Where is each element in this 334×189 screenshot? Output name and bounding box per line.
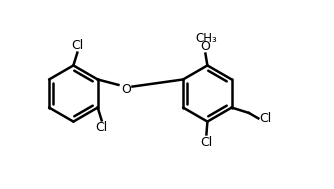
Text: Cl: Cl	[259, 112, 271, 125]
Text: CH₃: CH₃	[195, 32, 217, 45]
Text: O: O	[200, 40, 210, 53]
Text: Cl: Cl	[96, 121, 108, 134]
Text: O: O	[121, 83, 131, 95]
Text: Cl: Cl	[200, 136, 212, 149]
Text: Cl: Cl	[71, 39, 84, 52]
